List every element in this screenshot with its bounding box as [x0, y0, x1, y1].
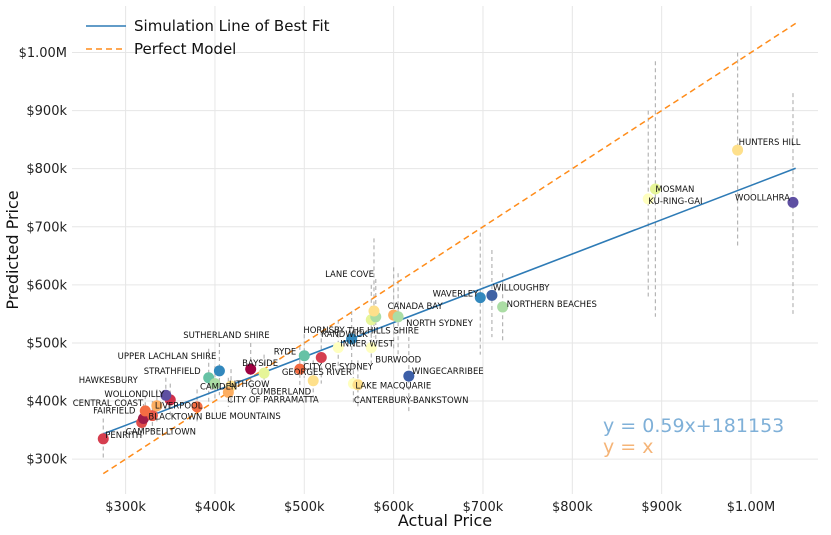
point-bayside [258, 367, 270, 379]
label-fairfield: FAIRFIELD [93, 406, 136, 416]
label-wollondilly: WOLLONDILLY [104, 390, 165, 400]
perfect-equation-annotation: y = x [603, 436, 654, 458]
x-tick-label: $800k [552, 500, 593, 515]
legend-label-perfect: Perfect Model [134, 40, 236, 58]
label-strathfield: STRATHFIELD [144, 367, 201, 377]
label-hawkesbury: HAWKESBURY [79, 376, 139, 386]
grid [72, 6, 818, 494]
x-tick-label: $700k [463, 500, 504, 515]
point-wingecarribee [403, 370, 415, 382]
x-tick-label: $400k [195, 500, 236, 515]
point-city-of-sydney [315, 351, 327, 363]
y-tick-label: $500k [26, 336, 67, 351]
label-camden: CAMDEN [200, 383, 237, 393]
x-tick-label: $900k [641, 500, 682, 515]
label-cumberland: CUMBERLAND [251, 388, 312, 398]
legend-label-fit: Simulation Line of Best Fit [134, 17, 330, 35]
x-tick-label: $600k [373, 500, 414, 515]
label-hunters-hill: HUNTERS HILL [739, 138, 801, 148]
label-liverpool: LIVERPOOL [155, 402, 203, 412]
y-tick-label: $1.00M [19, 46, 67, 61]
y-tick-label: $300k [26, 453, 67, 468]
best-fit-line [102, 167, 796, 435]
label-mosman: MOSMAN [655, 185, 694, 195]
point-northern-beaches [497, 301, 509, 313]
point-sutherland-shire [245, 363, 257, 375]
trend-lines [102, 22, 797, 475]
label-willoughby: WILLOUGHBY [493, 283, 550, 293]
label-hornsby: HORNSBY [303, 326, 345, 336]
label-campbelltown: CAMPBELLTOWN [126, 428, 196, 438]
label-burwood: BURWOOD [375, 356, 421, 366]
fit-equation-annotation: y = 0.59x+181153 [603, 415, 784, 437]
point-liverpool [151, 400, 163, 412]
point-woollahra [787, 196, 799, 208]
point-lane-cove [368, 305, 380, 317]
label-lake-macquarie: LAKE MACQUARIE [355, 382, 431, 392]
label-central-coast: CENTRAL COAST [73, 399, 144, 409]
label-ku-ring-gai: KU-RING-GAI [648, 197, 702, 207]
legend: Simulation Line of Best Fit Perfect Mode… [86, 17, 330, 58]
point-hornsby [346, 333, 358, 345]
point-ryde [298, 350, 310, 362]
point-canterbury-bankstown [352, 379, 364, 391]
label-bayside: BAYSIDE [242, 359, 278, 369]
label-the-hills-shire: THE HILLS SHIRE [346, 327, 419, 337]
x-axis-title: Actual Price [398, 511, 492, 530]
label-northern-beaches: NORTHERN BEACHES [507, 300, 597, 310]
label-canterbury-bankstown: CANTERBURY-BANKSTOWN [354, 396, 469, 406]
x-tick-labels: $300k $400k $500k $600k $700k $800k $900k $1.00… [105, 500, 775, 515]
label-canada-bay: CANADA BAY [388, 302, 444, 312]
label-randwick: RANDWICK [321, 330, 368, 340]
perfect-model-line [102, 22, 797, 475]
label-ryde: RYDE [274, 348, 296, 358]
label-woollahra: WOOLLAHRA [735, 193, 790, 203]
point-willoughby [486, 289, 498, 301]
point-waverley [474, 292, 486, 304]
label-waverley: WAVERLEY [433, 290, 479, 300]
y-tick-label: $700k [26, 220, 67, 235]
label-wingecarribee: WINGECARRIBEE [412, 367, 484, 377]
label-lane-cove: LANE COVE [325, 270, 374, 280]
y-tick-labels: $300k $400k $500k $600k $700k $800k $900k $1.00… [19, 46, 68, 468]
point-north-sydney [392, 311, 404, 323]
y-tick-label: $900k [26, 104, 67, 119]
label-sutherland-shire: SUTHERLAND SHIRE [183, 331, 269, 341]
label-georges-river: GEORGES RIVER [282, 368, 352, 378]
point-upper-lachlan-shire [213, 365, 225, 377]
y-tick-label: $800k [26, 162, 67, 177]
point-cumberland [307, 375, 319, 387]
point-blue-mountains [191, 401, 203, 413]
point-georges-river [294, 363, 306, 375]
label-penrith: PENRITH [105, 431, 142, 441]
point-penrith [97, 433, 109, 445]
label-inner-west: INNER WEST [340, 340, 394, 350]
point-camden [209, 378, 221, 390]
label-blue-mountains: BLUE MOUNTAINS [205, 412, 281, 422]
x-tick-label: $500k [284, 500, 325, 515]
label-lithgow: LITHGOW [229, 380, 270, 390]
label-blacktown: BLACKTOWN [148, 413, 202, 423]
point-ku-ring-gai [642, 193, 654, 205]
x-tick-label: $300k [105, 500, 146, 515]
x-tick-label: $1.00M [727, 500, 775, 515]
label-upper-lachlan-shire: UPPER LACHLAN SHIRE [118, 352, 217, 362]
point-burwood [365, 342, 377, 354]
y-axis-title: Predicted Price [3, 190, 22, 309]
y-tick-label: $400k [26, 395, 67, 410]
label-city-of-sydney: CITY OF SYDNEY [303, 362, 374, 372]
point-central-coast [139, 405, 151, 417]
label-north-sydney: NORTH SYDNEY [406, 319, 473, 329]
point-city-of-parramatta [222, 386, 234, 398]
y-tick-label: $600k [26, 278, 67, 293]
point-inner-west [332, 342, 344, 354]
point-hunters-hill [732, 144, 744, 156]
point-hawkesbury [160, 389, 172, 401]
label-city-of-parramatta: CITY OF PARRAMATTA [227, 395, 319, 405]
point-mosman [649, 183, 661, 195]
data-points [97, 144, 799, 445]
